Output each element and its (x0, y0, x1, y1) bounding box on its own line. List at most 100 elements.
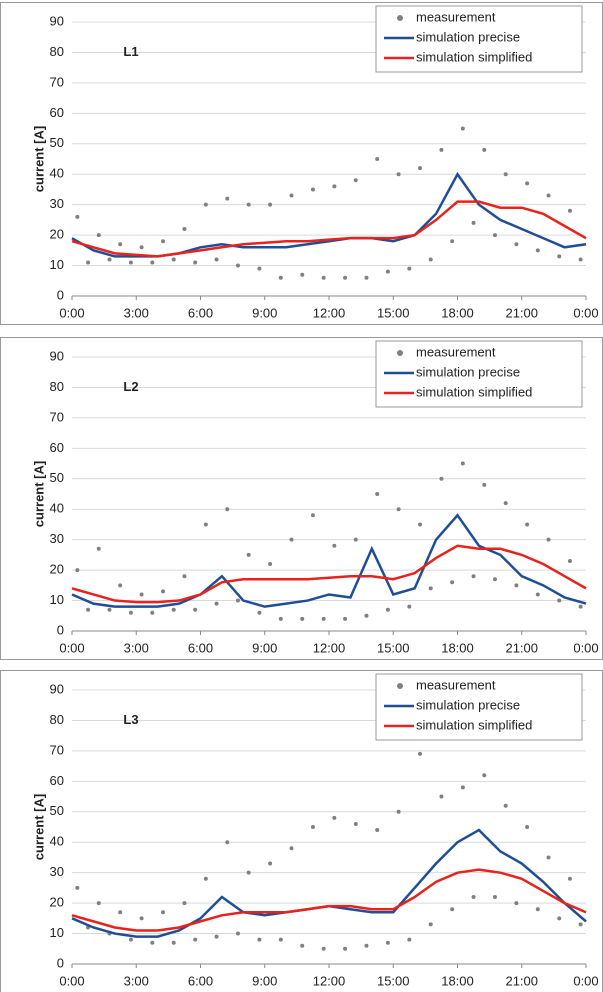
measurement-point (450, 580, 455, 585)
measurement-point (161, 910, 166, 915)
measurement-point (300, 272, 305, 277)
measurement-point (567, 876, 572, 881)
x-tick-label: 3:00 (124, 640, 149, 655)
y-tick-label: 10 (50, 925, 64, 940)
measurement-point (225, 840, 230, 845)
x-tick-label: 3:00 (124, 973, 149, 988)
measurement-point (86, 607, 91, 612)
measurement-point (268, 202, 273, 207)
y-tick-label: 80 (50, 379, 64, 394)
measurement-point (289, 537, 294, 542)
panel-label: L2 (123, 379, 138, 394)
measurement-point (525, 522, 530, 527)
measurement-point (525, 181, 530, 186)
y-tick-label: 30 (50, 531, 64, 546)
measurement-point (546, 193, 551, 198)
panel-label: L1 (123, 44, 138, 59)
x-tick-label: 9:00 (252, 973, 277, 988)
measurement-point (246, 870, 251, 875)
measurement-point (246, 552, 251, 557)
measurement-point (439, 147, 444, 152)
x-tick-label: 6:00 (188, 640, 213, 655)
measurement-point (364, 613, 369, 618)
measurement-point (278, 616, 283, 621)
measurement-point (492, 233, 497, 238)
measurement-point (278, 275, 283, 280)
measurement-point (171, 940, 176, 945)
measurement-point (75, 214, 80, 219)
measurement-point (578, 257, 583, 262)
measurement-point (546, 537, 551, 542)
y-tick-label: 20 (50, 227, 64, 242)
legend-label: simulation simplified (416, 384, 532, 399)
measurement-point (471, 220, 476, 225)
measurement-point (353, 537, 358, 542)
measurement-point (310, 187, 315, 192)
measurement-point (96, 901, 101, 906)
series-line (71, 544, 587, 604)
measurement-point (535, 248, 540, 253)
measurement-point (193, 260, 198, 265)
measurement-point (300, 943, 305, 948)
x-tick-label: 3:00 (124, 305, 149, 320)
measurement-point (364, 275, 369, 280)
measurement-point (139, 916, 144, 921)
measurement-point (482, 773, 487, 778)
measurement-point (557, 254, 562, 259)
x-tick-label: 0:00 (59, 305, 84, 320)
legend-label: simulation precise (416, 697, 520, 712)
measurement-point (161, 239, 166, 244)
measurement-point (396, 507, 401, 512)
measurement-point (375, 492, 380, 496)
measurement-point (171, 257, 176, 262)
measurement-point (75, 885, 80, 890)
y-tick-label: 60 (50, 105, 64, 120)
measurement-point (332, 815, 337, 820)
measurement-point (139, 592, 144, 597)
measurement-point (460, 461, 465, 466)
measurement-point (96, 233, 101, 238)
measurement-point (439, 476, 444, 481)
y-tick-label: 90 (50, 13, 64, 28)
measurement-point (567, 558, 572, 563)
measurement-point (492, 577, 497, 582)
x-tick-label: 0:00 (59, 973, 84, 988)
measurement-point (503, 803, 508, 808)
y-tick-label: 70 (50, 74, 64, 89)
x-tick-label: 12:00 (313, 640, 346, 655)
series-line (71, 200, 587, 258)
measurement-point (214, 934, 219, 939)
measurement-point (118, 242, 123, 247)
y-tick-label: 10 (50, 592, 64, 607)
measurement-point (535, 907, 540, 912)
measurement-point (578, 922, 583, 927)
measurement-point (385, 269, 390, 274)
measurement-point (407, 266, 412, 271)
measurement-point (268, 861, 273, 866)
y-tick-label: 50 (50, 135, 64, 150)
measurement-point (535, 592, 540, 597)
measurement-point (225, 507, 230, 512)
panel: 0 10 20 30 40 50 60 70 80 90 0:00 3:00 6:00 9:00 12:00… (0, 2, 603, 325)
measurement-point (343, 616, 348, 621)
measurement-point (482, 482, 487, 487)
measurement-point (278, 937, 283, 942)
measurement-point (353, 821, 358, 826)
panel: 0 10 20 30 40 50 60 70 80 90 0:00 3:00 6:00 9:00 12:00… (0, 337, 603, 660)
measurement-point (439, 794, 444, 799)
measurement-point (161, 589, 166, 594)
measurement-point (450, 239, 455, 244)
measurement-point (310, 513, 315, 518)
measurement-point (525, 825, 530, 829)
y-tick-label: 0 (57, 955, 64, 970)
measurement-point (557, 916, 562, 921)
x-tick-label: 21:00 (505, 640, 538, 655)
y-tick-label: 20 (50, 895, 64, 910)
measurement-point (471, 895, 476, 900)
measurement-point (193, 937, 198, 942)
y-tick-label: 60 (50, 773, 64, 788)
measurement-point (396, 809, 401, 814)
measurement-point (514, 242, 519, 247)
measurement-point (578, 604, 583, 609)
measurement-point (118, 583, 123, 588)
